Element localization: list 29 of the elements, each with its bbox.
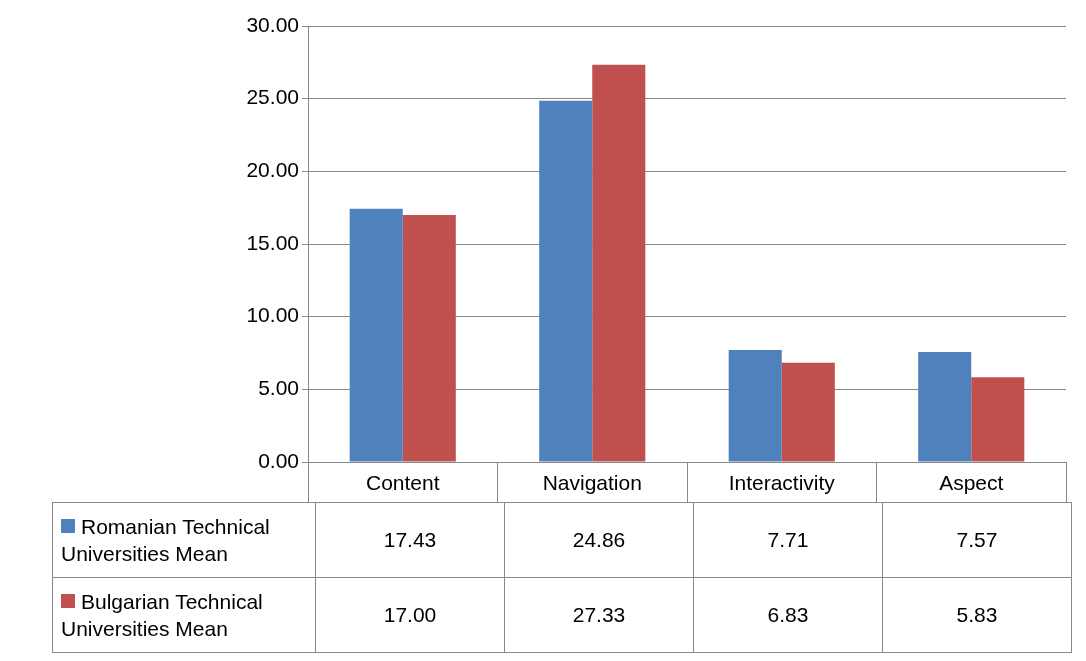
x-tick-label: Aspect [939, 471, 1004, 495]
bar [728, 349, 782, 462]
bar [918, 351, 972, 462]
x-tick-label: Navigation [542, 471, 642, 495]
data-label: 17.00 [315, 577, 505, 653]
y-tick-label: 20.00 [246, 158, 299, 182]
y-tick-label: 0.00 [258, 448, 299, 472]
bar [592, 64, 646, 462]
x-tick-label: Interactivity [728, 471, 836, 495]
y-tick-label: 25.00 [246, 85, 299, 109]
y-tick-label: 10.00 [246, 303, 299, 327]
bar [781, 362, 835, 462]
legend-label: Romanian Technical Universities Mean [52, 502, 316, 578]
data-label: 27.33 [504, 577, 694, 653]
bar [402, 214, 456, 462]
data-label: 5.83 [882, 577, 1072, 653]
legend-label: Bulgarian Technical Universities Mean [52, 577, 316, 653]
y-tick-label: 30.00 [246, 12, 299, 36]
data-label: 24.86 [504, 502, 694, 578]
y-tick-label: 5.00 [258, 376, 299, 400]
x-tick-label: Content [365, 471, 440, 495]
data-label: 6.83 [693, 577, 883, 653]
bar [971, 377, 1025, 462]
y-tick-label: 15.00 [246, 230, 299, 254]
data-label: 7.71 [693, 502, 883, 578]
bar [539, 100, 593, 462]
data-label: 17.43 [315, 502, 505, 578]
data-label: 7.57 [882, 502, 1072, 578]
bar [349, 208, 403, 462]
